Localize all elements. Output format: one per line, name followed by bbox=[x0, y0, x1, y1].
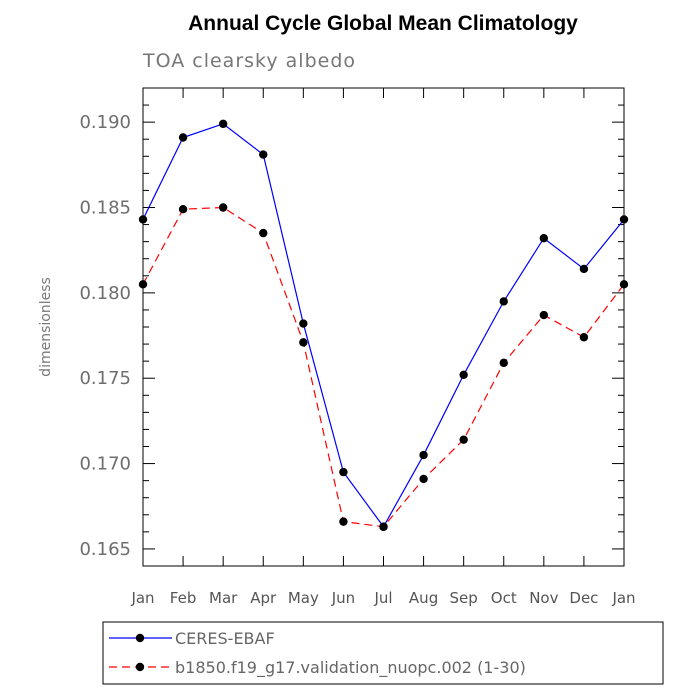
legend-label: CERES-EBAF bbox=[175, 629, 275, 648]
y-tick-label: 0.180 bbox=[79, 283, 131, 304]
y-tick-label: 0.165 bbox=[79, 539, 131, 560]
data-point bbox=[138, 215, 148, 224]
y-tick-label: 0.190 bbox=[79, 112, 131, 133]
data-point bbox=[379, 522, 388, 531]
data-point bbox=[178, 205, 188, 214]
legend: CERES-EBAF b1850.f19_g17.validation_nuopc… bbox=[102, 621, 664, 685]
data-point bbox=[259, 150, 268, 159]
data-point bbox=[218, 119, 228, 129]
x-tick-label: May bbox=[288, 589, 319, 607]
legend-box bbox=[102, 621, 664, 685]
legend-label: b1850.f19_g17.validation_nuopc.002 (1-30… bbox=[175, 658, 526, 678]
x-tick-label: Mar bbox=[209, 589, 238, 607]
x-tick-label: Jan bbox=[611, 589, 635, 607]
data-point bbox=[539, 234, 549, 243]
series-line bbox=[142, 206, 625, 528]
y-tick-label: 0.170 bbox=[79, 454, 131, 475]
axes: 0.165 0.170 0.175 0.180 0.185 0.190 Jan Feb Mar A… bbox=[79, 87, 636, 607]
data-point bbox=[459, 435, 468, 444]
data-point bbox=[499, 358, 508, 368]
x-tick-label: Aug bbox=[409, 589, 438, 607]
data-point bbox=[619, 215, 629, 224]
data-point bbox=[218, 203, 228, 212]
data-point bbox=[299, 319, 308, 328]
data-point bbox=[138, 280, 148, 289]
data-point bbox=[539, 310, 549, 320]
data-point bbox=[619, 280, 629, 289]
series-layer bbox=[138, 119, 629, 531]
x-tick-label: Dec bbox=[569, 589, 598, 607]
data-point bbox=[579, 264, 589, 274]
x-tick-label: Apr bbox=[250, 589, 277, 607]
y-tick-label: 0.185 bbox=[79, 198, 131, 219]
y-tick-label: 0.175 bbox=[79, 368, 131, 389]
data-point bbox=[339, 467, 348, 477]
data-point bbox=[339, 517, 348, 526]
data-point bbox=[499, 297, 508, 306]
data-point bbox=[259, 228, 268, 238]
data-point bbox=[579, 333, 589, 342]
legend-marker bbox=[135, 662, 145, 672]
data-point bbox=[419, 450, 428, 460]
x-tick-label: Feb bbox=[170, 589, 197, 607]
plot-frame bbox=[142, 87, 625, 567]
legend-marker bbox=[135, 633, 145, 643]
x-tick-label: Jul bbox=[373, 589, 392, 607]
x-tick-label: Oct bbox=[491, 589, 517, 607]
chart-subtitle: TOA clearsky albedo bbox=[142, 50, 356, 72]
data-point bbox=[299, 338, 308, 347]
x-tick-label: Nov bbox=[529, 589, 558, 607]
x-tick-label: Jan bbox=[130, 589, 154, 607]
chart-title: Annual Cycle Global Mean Climatology bbox=[188, 12, 578, 35]
series-line bbox=[142, 123, 625, 528]
x-tick-label: Jun bbox=[331, 589, 355, 607]
y-axis-label: dimensionless bbox=[38, 277, 54, 377]
data-point bbox=[459, 370, 468, 379]
x-tick-label: Sep bbox=[450, 589, 478, 607]
data-point bbox=[178, 133, 188, 142]
data-point bbox=[419, 474, 428, 484]
